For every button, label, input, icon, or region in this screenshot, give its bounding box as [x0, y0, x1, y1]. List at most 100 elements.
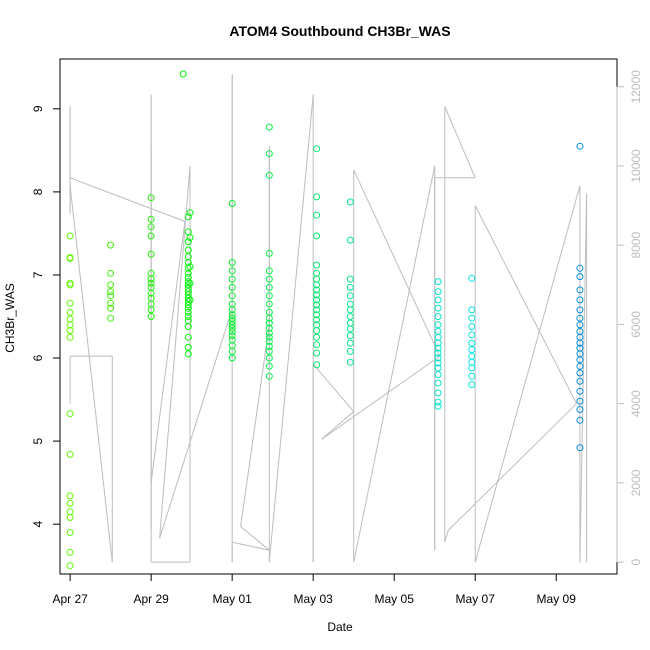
data-point	[147, 223, 155, 231]
data-point	[265, 249, 273, 257]
data-point	[434, 402, 442, 410]
data-point	[184, 308, 192, 316]
data-point	[313, 341, 321, 349]
data-point	[66, 548, 74, 556]
data-point	[107, 241, 115, 249]
data-point	[346, 292, 354, 300]
data-point	[66, 321, 74, 329]
data-point	[468, 314, 476, 322]
data-point	[184, 298, 192, 305]
data-point	[265, 292, 273, 300]
data-point	[265, 319, 273, 327]
data-point	[576, 362, 584, 370]
data-point	[265, 283, 273, 291]
data-point	[184, 278, 192, 286]
data-point	[147, 232, 155, 240]
data-point	[346, 313, 354, 320]
data-point	[184, 238, 192, 246]
data-point	[576, 339, 584, 347]
data-point	[434, 278, 442, 286]
data-point	[346, 325, 354, 333]
data-point	[434, 349, 442, 357]
data-point	[184, 301, 192, 309]
y-tick-label: 5	[31, 437, 45, 444]
data-point	[346, 332, 354, 340]
data-point	[66, 308, 74, 316]
data-point	[265, 300, 273, 308]
data-point	[66, 333, 74, 341]
data-point	[313, 333, 321, 341]
x-tick-label: May 07	[456, 592, 496, 606]
data-point	[576, 356, 584, 364]
data-point	[468, 372, 476, 380]
data-point	[147, 289, 155, 297]
data-point	[346, 283, 354, 291]
data-point	[265, 337, 273, 345]
data-point	[313, 193, 321, 201]
data-point	[66, 281, 74, 289]
data-point	[576, 406, 584, 413]
data-point	[434, 339, 442, 347]
data-point	[434, 364, 442, 372]
altitude-segment	[69, 177, 186, 222]
data-point	[576, 296, 584, 304]
data-point	[186, 234, 194, 242]
y-axis: 4 5 6 7 8 9	[31, 105, 61, 528]
altitude-segment	[444, 106, 476, 178]
y-axis-label: CH3Br_WAS	[3, 283, 17, 353]
data-point	[346, 319, 354, 327]
altitude-segment	[474, 185, 581, 563]
data-point	[434, 333, 442, 341]
data-point	[576, 387, 584, 395]
data-point	[147, 275, 155, 283]
altitude-segment	[353, 165, 436, 563]
altitude-segment	[150, 221, 186, 483]
data-point	[184, 284, 192, 292]
x-tick-label: May 03	[294, 592, 334, 606]
altitude-segment	[444, 530, 449, 543]
data-point	[228, 275, 236, 283]
data-point	[147, 279, 155, 287]
data-point	[228, 311, 236, 319]
y2-tick-label: 2000	[629, 469, 643, 496]
data-point	[186, 279, 194, 287]
chart-title: ATOM4 Southbound CH3Br_WAS	[229, 23, 450, 39]
data-point	[313, 261, 321, 269]
data-point	[434, 304, 442, 312]
data-point	[313, 281, 321, 289]
data-point	[576, 264, 584, 272]
data-point	[265, 333, 273, 341]
data-point	[313, 275, 321, 283]
data-point	[228, 321, 236, 329]
data-point	[265, 362, 273, 370]
data-point	[66, 514, 74, 521]
data-point	[66, 299, 74, 307]
data-point	[434, 359, 442, 367]
data-point	[313, 361, 321, 369]
data-point	[313, 296, 321, 304]
data-point	[228, 324, 236, 332]
data-point	[147, 306, 155, 314]
data-point	[346, 275, 354, 283]
data-point	[576, 273, 584, 281]
altitude-segment	[579, 193, 588, 563]
data-point	[346, 339, 354, 347]
data-point	[346, 306, 354, 314]
data-point	[184, 281, 192, 289]
y2-tick-label: 8000	[629, 232, 643, 259]
secondary-y-axis: 0 2000 4000 6000 8000 10000 12000	[616, 70, 643, 565]
altitude-segment	[69, 185, 113, 563]
data-point	[184, 213, 192, 221]
data-point	[313, 316, 321, 324]
data-point	[265, 372, 273, 380]
data-point	[468, 331, 476, 339]
data-point	[313, 145, 321, 153]
data-point	[107, 288, 115, 296]
data-point	[184, 264, 192, 272]
data-point	[66, 508, 74, 516]
x-tick-label: May 05	[375, 592, 415, 606]
data-point	[468, 381, 476, 389]
data-point	[184, 333, 192, 341]
altitude-segment	[159, 165, 191, 539]
